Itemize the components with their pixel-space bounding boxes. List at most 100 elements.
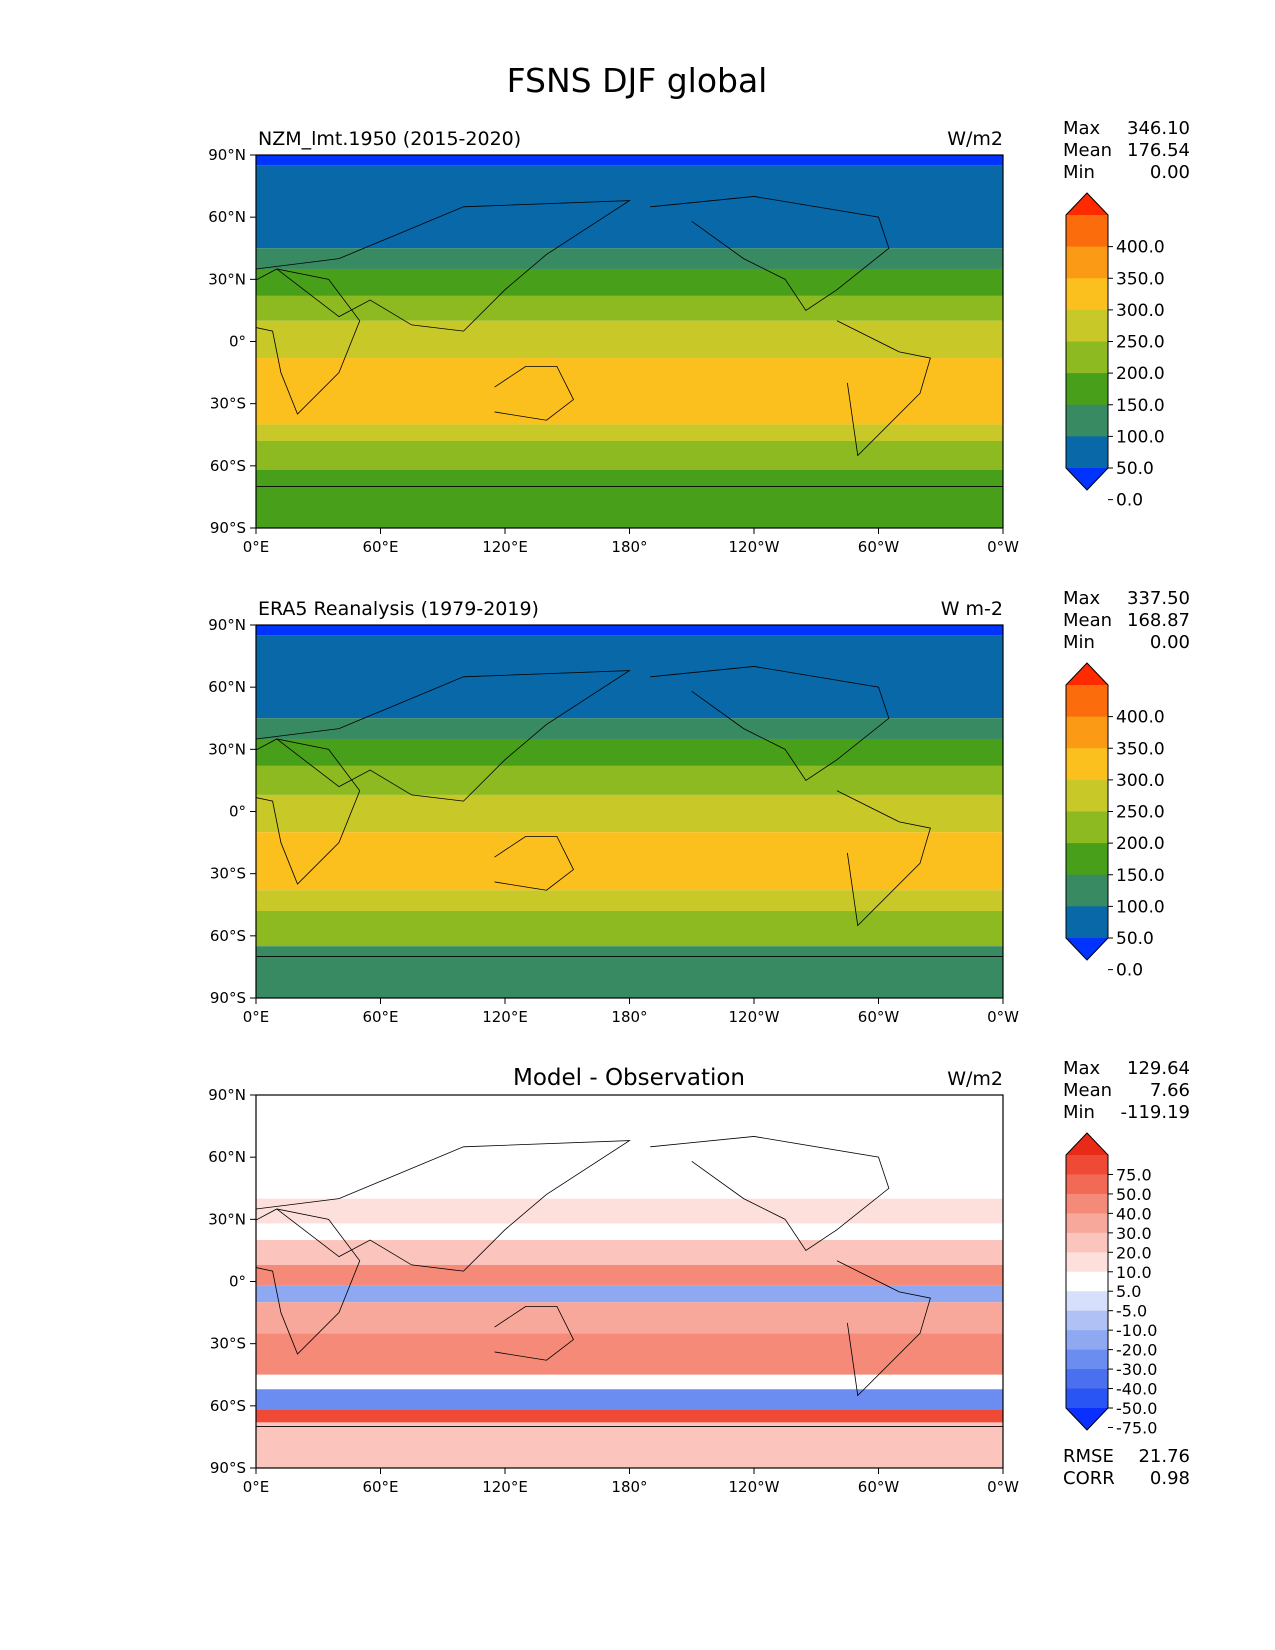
coastline — [650, 1136, 890, 1251]
lat-label: 90°S — [210, 989, 246, 1007]
colorbar-segment — [1066, 309, 1108, 342]
coastline — [836, 1260, 931, 1397]
colorbar-tick-label: 5.0 — [1116, 1282, 1141, 1301]
colorbar-segment — [1066, 1271, 1108, 1292]
coastline — [494, 365, 574, 421]
stat-label: Max — [1063, 588, 1101, 609]
colorbar-segment — [1066, 1232, 1108, 1253]
stat-label: Mean — [1063, 610, 1112, 631]
stat-label: RMSE — [1063, 1446, 1114, 1467]
lon-label: 0°E — [243, 538, 270, 556]
colorbar-segment — [1066, 1349, 1108, 1370]
colorbar-tick-label: 50.0 — [1116, 459, 1154, 479]
colorbar-tick-label: 350.0 — [1116, 739, 1165, 759]
lon-label: 180° — [611, 1008, 647, 1026]
map-field — [256, 625, 1003, 998]
lon-label: 120°W — [729, 538, 780, 556]
colorbar-extend-max — [1066, 663, 1108, 685]
colorbar-tick-label: 50.0 — [1116, 1185, 1152, 1204]
lon-label: 120°E — [482, 1478, 528, 1496]
figure-title: FSNS DJF global — [507, 61, 768, 100]
stat-value: 176.54 — [1127, 140, 1190, 161]
field-band — [256, 765, 1003, 795]
lat-label: 60°N — [208, 208, 246, 226]
field-band — [256, 1223, 1003, 1241]
lon-label: 60°E — [362, 1008, 398, 1026]
panel-units: W/m2 — [947, 128, 1003, 150]
colorbar-tick-label: 40.0 — [1116, 1204, 1152, 1223]
stat-value: 21.76 — [1138, 1446, 1190, 1467]
colorbar-segment — [1066, 341, 1108, 374]
colorbar-segment — [1066, 1213, 1108, 1234]
colorbar-extend-min — [1066, 1408, 1108, 1430]
panel-title: Model - Observation — [513, 1065, 745, 1091]
colorbar-tick-label: 400.0 — [1116, 238, 1165, 258]
coastline — [256, 200, 631, 332]
lon-label: 180° — [611, 1478, 647, 1496]
coastline — [836, 320, 931, 457]
colorbar-tick-label: 300.0 — [1116, 771, 1165, 791]
coastline — [836, 790, 931, 927]
colorbar: 400.0 350.0 300.0 250.0 200.0 150.0 100.0 50.0 0… — [1065, 662, 1165, 981]
colorbar-tick-label: 300.0 — [1116, 301, 1165, 321]
panels-container: NZM_lmt.1950 (2015-2020) W/m2 90°N 60°N 30°N… — [208, 118, 1190, 1496]
lon-label: 60°W — [858, 1478, 900, 1496]
coastline — [494, 1305, 574, 1361]
field-band — [256, 248, 1003, 269]
lon-label: 120°E — [482, 538, 528, 556]
field-band — [256, 1264, 1003, 1286]
colorbar-tick-label: -5.0 — [1116, 1302, 1147, 1321]
lon-label: 60°E — [362, 538, 398, 556]
coastline — [256, 670, 631, 802]
colorbar-tick-label: -50.0 — [1116, 1399, 1157, 1418]
lon-label: 0°W — [987, 1008, 1019, 1026]
coastline — [256, 738, 361, 885]
field-band — [256, 625, 1003, 636]
panel-2: ERA5 Reanalysis (1979-2019) W m-2 90°N 60°N… — [208, 588, 1190, 1026]
field-band — [256, 1302, 1003, 1334]
colorbar-tick-label: -30.0 — [1116, 1360, 1157, 1379]
lon-label: 180° — [611, 538, 647, 556]
colorbar-segment — [1066, 1388, 1108, 1409]
colorbar-segment — [1066, 874, 1108, 907]
lat-label: 90°S — [210, 519, 246, 537]
stat-label: Min — [1063, 632, 1095, 653]
lat-label: 90°N — [208, 616, 246, 634]
lon-label: 0°W — [987, 1478, 1019, 1496]
stat-value: 7.66 — [1150, 1080, 1190, 1101]
stat-label: CORR — [1063, 1468, 1115, 1489]
stat-value: 346.10 — [1127, 118, 1190, 139]
field-band — [256, 1095, 1003, 1199]
colorbar: 75.050.040.030.020.010.05.0-5.0-10.0-20.… — [1065, 1132, 1157, 1437]
colorbar-segment — [1066, 1310, 1108, 1331]
field-band — [256, 1409, 1003, 1423]
stat-value: 337.50 — [1127, 588, 1190, 609]
colorbar-segment — [1066, 1291, 1108, 1312]
colorbar-tick-label: 250.0 — [1116, 803, 1165, 823]
lon-label: 0°E — [243, 1478, 270, 1496]
field-band — [256, 738, 1003, 766]
lat-label: 30°N — [208, 740, 246, 758]
lon-label: 60°W — [858, 538, 900, 556]
colorbar-tick-label: 100.0 — [1116, 427, 1165, 447]
field-band — [256, 635, 1003, 719]
panel-title: ERA5 Reanalysis (1979-2019) — [258, 598, 539, 620]
field-band — [256, 890, 1003, 911]
lat-label: 90°N — [208, 146, 246, 164]
field-band — [256, 440, 1003, 470]
lon-label: 120°W — [729, 1478, 780, 1496]
lon-label: 0°E — [243, 1008, 270, 1026]
colorbar-tick-label: 350.0 — [1116, 269, 1165, 289]
colorbar-segment — [1066, 436, 1108, 469]
colorbar-segment — [1066, 215, 1108, 248]
stat-label: Max — [1063, 1058, 1101, 1079]
colorbar-tick-label: 100.0 — [1116, 897, 1165, 917]
colorbar-segment — [1066, 685, 1108, 718]
colorbar-extend-min — [1066, 468, 1108, 490]
coastline — [650, 196, 890, 311]
colorbar-segment — [1066, 1369, 1108, 1390]
colorbar-segment — [1066, 748, 1108, 781]
stat-value: -119.19 — [1121, 1102, 1190, 1123]
colorbar-tick-label: 30.0 — [1116, 1224, 1152, 1243]
